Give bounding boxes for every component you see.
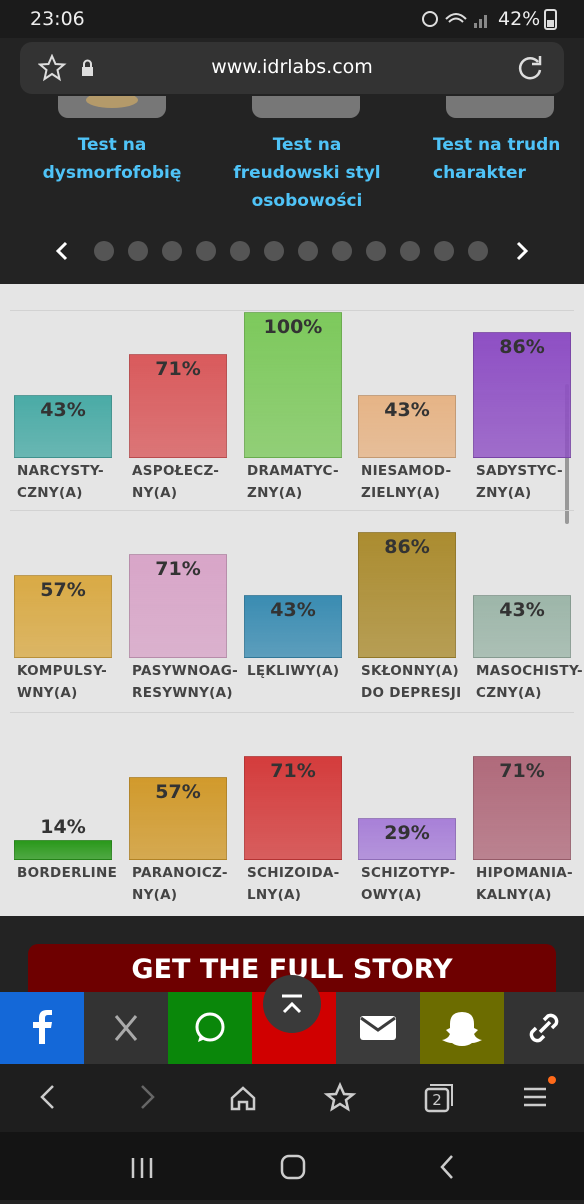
value-label: 71%	[499, 760, 545, 783]
value-label: 57%	[155, 780, 201, 803]
row-rule	[10, 310, 574, 311]
category-label: PASYWNOAG- RESYWNY(A)	[132, 663, 239, 701]
value-label: 43%	[499, 599, 545, 622]
url-text: www.idrlabs.com	[211, 56, 373, 78]
email-icon	[360, 1016, 396, 1040]
carousel-item[interactable]: Test na freudowski styl osobowości	[233, 135, 381, 211]
chart-panel: 43% NARCYSTY- CZNY(A) 71% ASPOŁECZ- NY(A) 10…	[0, 284, 584, 916]
share-x[interactable]	[84, 992, 168, 1064]
category-label: NIESAMOD- ZIELNY(A)	[361, 463, 452, 501]
clock: 23:06	[30, 8, 85, 30]
value-label: 14%	[40, 815, 86, 838]
bar	[358, 532, 456, 658]
value-label: 43%	[270, 599, 316, 622]
carousel-item[interactable]: Test na trudn charakter	[433, 135, 561, 183]
share-snapchat[interactable]	[420, 992, 504, 1064]
value-label: 100%	[263, 316, 323, 338]
status-icons	[422, 11, 487, 28]
category-label: PARANOICZ- NY(A)	[132, 865, 228, 903]
category-label: MASOCHISTY- CZNY(A)	[476, 663, 583, 701]
share-link[interactable]	[504, 992, 584, 1064]
carousel-pager	[55, 241, 529, 261]
bar	[358, 817, 456, 860]
bar	[358, 395, 456, 458]
system-nav-icons	[131, 1154, 453, 1180]
bar	[129, 354, 227, 458]
system-nav-bar	[0, 1132, 584, 1200]
share-whatsapp[interactable]	[168, 992, 252, 1064]
address-bar[interactable]: www.idrlabs.com	[20, 42, 564, 94]
link-icon	[529, 1013, 559, 1043]
category-label: SADYSTYC- ZNY(A)	[476, 463, 563, 501]
value-label: 71%	[270, 760, 316, 783]
bar	[129, 776, 227, 860]
snapchat-icon	[442, 1012, 482, 1046]
share-email[interactable]	[336, 992, 420, 1064]
tab-count: 2	[432, 1091, 442, 1109]
facebook-icon	[33, 1010, 52, 1044]
value-label: 29%	[384, 821, 430, 844]
value-label: 86%	[499, 336, 545, 359]
battery-icon	[544, 9, 557, 30]
row-rule	[10, 510, 574, 511]
category-label: DRAMATYC- ZNY(A)	[247, 463, 339, 501]
category-label: SKŁONNY(A) DO DEPRESJI	[361, 663, 462, 701]
bar	[129, 554, 227, 658]
value-label: 86%	[384, 536, 430, 559]
scroll-top-button[interactable]	[262, 974, 322, 1034]
category-label: KOMPULSY- WNY(A)	[17, 663, 108, 701]
category-label: LĘKLIWY(A)	[247, 663, 340, 679]
x-icon	[114, 1015, 138, 1041]
value-label: 71%	[155, 358, 201, 381]
value-label: 71%	[155, 558, 201, 581]
value-label: 43%	[40, 399, 86, 422]
bar	[473, 595, 571, 658]
reload-icon[interactable]	[516, 54, 544, 82]
category-label: HIPOMANIA- KALNY(A)	[476, 865, 573, 903]
value-label: 57%	[40, 578, 86, 601]
value-label: 43%	[384, 399, 430, 422]
row-rule	[10, 712, 574, 713]
bar	[14, 395, 112, 458]
nav-icons	[40, 1076, 556, 1113]
carousel-thumbnails	[58, 96, 554, 118]
whatsapp-icon	[195, 1012, 225, 1042]
category-label: SCHIZOTYP- OWY(A)	[361, 865, 456, 903]
bar	[14, 574, 112, 658]
bar	[244, 312, 342, 458]
bar	[473, 332, 571, 458]
battery-level: 42%	[498, 8, 541, 30]
bar	[14, 839, 112, 860]
category-label: NARCYSTY- CZNY(A)	[17, 463, 104, 501]
share-facebook[interactable]	[0, 992, 84, 1064]
category-label: BORDERLINE	[17, 865, 118, 881]
browser-nav-bar: 2	[0, 1064, 584, 1132]
category-label: SCHIZOIDA- LNY(A)	[247, 865, 340, 903]
status-bar: 23:06 42%	[0, 0, 584, 38]
category-label: ASPOŁECZ- NY(A)	[132, 463, 220, 501]
bar	[244, 595, 342, 658]
carousel-item[interactable]: Test na dysmorfofobię	[42, 135, 182, 183]
bookmark-lock-icons	[38, 54, 93, 82]
bar	[473, 756, 571, 860]
bar	[244, 756, 342, 860]
